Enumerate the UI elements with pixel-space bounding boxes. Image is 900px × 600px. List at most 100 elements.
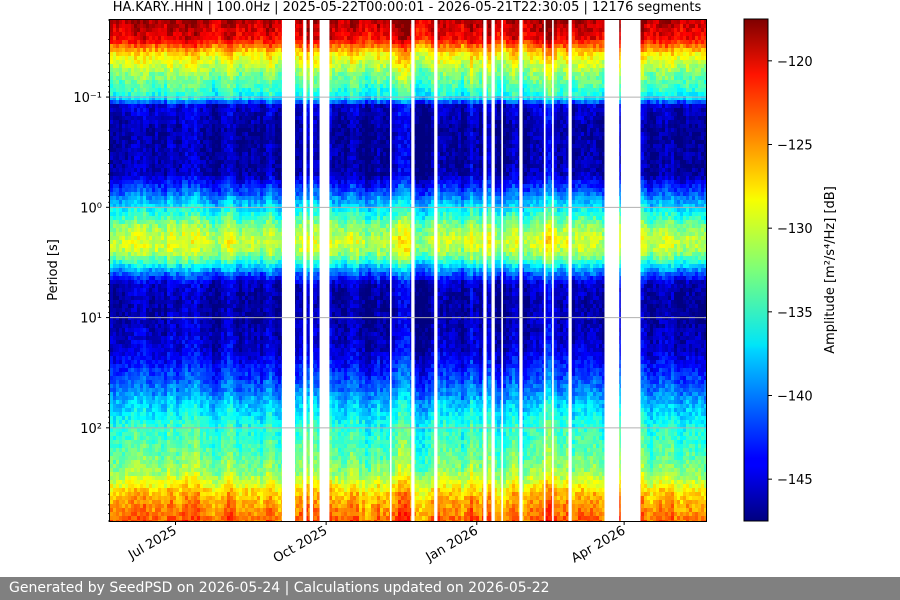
heatmap-cell xyxy=(188,476,191,480)
heatmap-cell xyxy=(170,292,173,296)
heatmap-cell xyxy=(155,28,158,32)
heatmap-cell xyxy=(113,160,116,164)
heatmap-cell xyxy=(203,108,206,112)
heatmap-cell xyxy=(185,500,188,504)
heatmap-cell xyxy=(188,484,191,488)
heatmap-cell xyxy=(131,328,134,332)
heatmap-cell xyxy=(152,32,155,36)
heatmap-cell xyxy=(224,132,227,136)
heatmap-cell xyxy=(134,400,137,404)
heatmap-cell xyxy=(191,68,194,72)
heatmap-cell xyxy=(203,40,206,44)
heatmap-cell xyxy=(155,212,158,216)
heatmap-cell xyxy=(152,136,155,140)
heatmap-cell xyxy=(200,88,203,92)
heatmap-cell xyxy=(209,444,212,448)
heatmap-cell xyxy=(125,24,128,28)
heatmap-cell xyxy=(164,40,167,44)
heatmap-cell xyxy=(143,220,146,224)
heatmap-cell xyxy=(191,124,194,128)
heatmap-cell xyxy=(143,88,146,92)
heatmap-cell xyxy=(200,468,203,472)
heatmap-cell xyxy=(143,172,146,176)
heatmap-cell xyxy=(176,308,179,312)
heatmap-cell xyxy=(197,120,200,124)
heatmap-cell xyxy=(158,480,161,484)
heatmap-cell xyxy=(176,432,179,436)
heatmap-cell xyxy=(134,164,137,168)
heatmap-cell xyxy=(176,200,179,204)
heatmap-cell xyxy=(191,128,194,132)
heatmap-cell xyxy=(224,188,227,192)
heatmap-cell xyxy=(161,104,164,108)
heatmap-cell xyxy=(200,296,203,300)
heatmap-cell xyxy=(161,348,164,352)
heatmap-cell xyxy=(173,164,176,168)
heatmap-cell xyxy=(221,480,224,484)
heatmap-cell xyxy=(197,432,200,436)
heatmap-cell xyxy=(119,412,122,416)
heatmap-cell xyxy=(188,104,191,108)
heatmap-cell xyxy=(122,332,125,336)
heatmap-cell xyxy=(125,100,128,104)
heatmap-cell xyxy=(179,172,182,176)
heatmap-cell xyxy=(182,240,185,244)
heatmap-cell xyxy=(152,232,155,236)
heatmap-cell xyxy=(116,348,119,352)
heatmap-cell xyxy=(128,176,131,180)
heatmap-cell xyxy=(152,184,155,188)
heatmap-cell xyxy=(149,108,152,112)
heatmap-cell xyxy=(158,328,161,332)
heatmap-cell xyxy=(182,224,185,228)
heatmap-cell xyxy=(164,512,167,516)
heatmap-cell xyxy=(155,356,158,360)
heatmap-cell xyxy=(176,360,179,364)
heatmap-cell xyxy=(188,396,191,400)
heatmap-cell xyxy=(173,416,176,420)
heatmap-cell xyxy=(137,468,140,472)
heatmap-cell xyxy=(119,244,122,248)
heatmap-cell xyxy=(128,52,131,56)
heatmap-cell xyxy=(173,80,176,84)
heatmap-cell xyxy=(215,260,218,264)
heatmap-cell xyxy=(176,248,179,252)
heatmap-cell xyxy=(176,40,179,44)
heatmap-cell xyxy=(179,464,182,468)
heatmap-cell xyxy=(167,32,170,36)
heatmap-cell xyxy=(134,416,137,420)
heatmap-cell xyxy=(188,368,191,372)
heatmap-cell xyxy=(191,300,194,304)
heatmap-cell xyxy=(116,128,119,132)
heatmap-cell xyxy=(224,284,227,288)
heatmap-cell xyxy=(128,376,131,380)
heatmap-cell xyxy=(113,236,116,240)
heatmap-cell xyxy=(131,440,134,444)
heatmap-cell xyxy=(131,164,134,168)
heatmap-cell xyxy=(149,304,152,308)
heatmap-cell xyxy=(122,468,125,472)
heatmap-cell xyxy=(161,212,164,216)
heatmap-cell xyxy=(197,452,200,456)
heatmap-cell xyxy=(203,404,206,408)
heatmap-cell xyxy=(215,92,218,96)
heatmap-cell xyxy=(176,372,179,376)
heatmap-cell xyxy=(212,336,215,340)
heatmap-cell xyxy=(188,280,191,284)
heatmap-cell xyxy=(143,168,146,172)
heatmap-cell xyxy=(146,56,149,60)
heatmap-cell xyxy=(194,336,197,340)
heatmap-cell xyxy=(215,448,218,452)
heatmap-cell xyxy=(155,496,158,500)
heatmap-cell xyxy=(200,264,203,268)
heatmap-cell xyxy=(152,300,155,304)
heatmap-cell xyxy=(206,352,209,356)
heatmap-cell xyxy=(197,512,200,516)
heatmap-cell xyxy=(161,76,164,80)
heatmap-cell xyxy=(143,56,146,60)
heatmap-cell xyxy=(218,516,221,520)
heatmap-cell xyxy=(170,100,173,104)
heatmap-cell xyxy=(188,356,191,360)
heatmap-cell xyxy=(170,248,173,252)
heatmap-cell xyxy=(191,464,194,468)
heatmap-cell xyxy=(113,92,116,96)
